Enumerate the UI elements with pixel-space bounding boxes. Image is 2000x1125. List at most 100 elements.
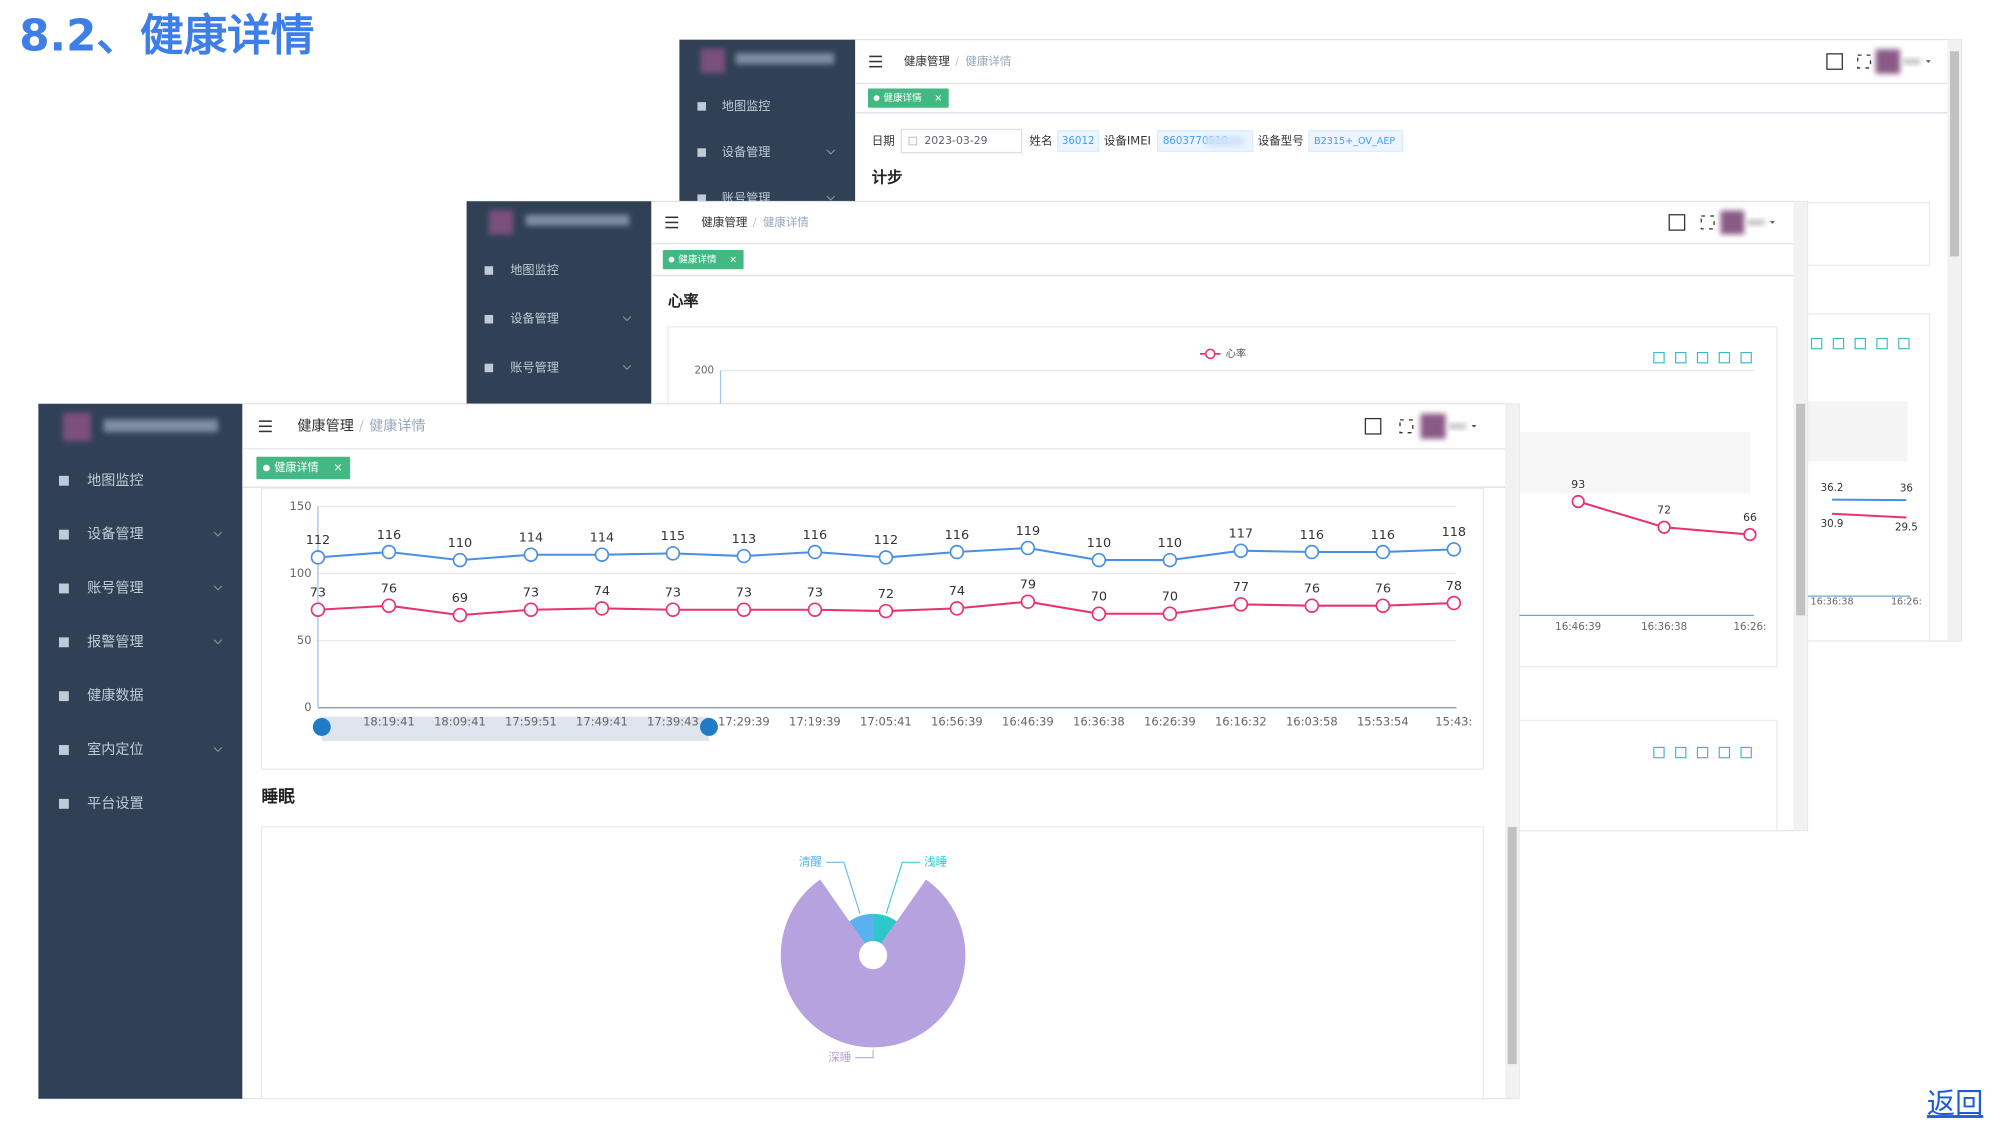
data-label: 76	[1375, 582, 1391, 597]
toolbox-icon	[1876, 337, 1888, 350]
date-input[interactable]	[900, 128, 1023, 154]
menu-item[interactable]: 平台设置	[87, 796, 143, 812]
x-tick-label: 17:19:39	[789, 714, 841, 728]
avatar[interactable]	[1420, 413, 1446, 439]
pie-label: 深睡	[828, 1050, 851, 1064]
menu-item[interactable]: 地图监控	[87, 473, 143, 489]
header-icon[interactable]	[1857, 54, 1872, 69]
avatar[interactable]	[1875, 49, 1901, 74]
x-tick-label: 15:53:54	[1357, 714, 1409, 728]
card	[260, 487, 1484, 770]
point	[949, 544, 965, 560]
menu-item[interactable]: 账号管理	[87, 580, 143, 596]
point	[310, 602, 326, 617]
menu-icon	[484, 314, 494, 324]
x-tick-label: 16:36:38	[1073, 714, 1125, 728]
menu-item[interactable]: 设备管理	[87, 526, 143, 543]
x-tick-label: 17:39:43	[647, 714, 699, 728]
data-label: 73	[736, 586, 752, 601]
data-label: 29.5	[1895, 522, 1918, 534]
menu-arrow	[826, 195, 835, 201]
breadcrumb[interactable]: 健康管理	[701, 215, 748, 229]
menu-item[interactable]: 室内定位	[87, 741, 143, 758]
point	[594, 601, 610, 616]
menu-arrow	[213, 585, 223, 591]
menu-icon	[58, 583, 69, 594]
toolbox-icon	[1740, 746, 1752, 759]
menu-item[interactable]: 健康数据	[87, 687, 143, 704]
data-label: 118	[1442, 525, 1466, 540]
tag[interactable]	[256, 456, 351, 480]
zoom-handle[interactable]	[700, 717, 718, 736]
data-label: 114	[519, 531, 543, 546]
tag-label[interactable]: 健康详情	[274, 460, 319, 474]
header-icon[interactable]	[1826, 53, 1843, 70]
tag[interactable]	[867, 88, 949, 108]
data-label: 116	[377, 528, 401, 543]
data-label: 73	[665, 586, 681, 601]
header-icon[interactable]	[1399, 419, 1414, 434]
header-icon[interactable]	[1700, 215, 1715, 230]
back-link[interactable]: 返回	[1927, 1087, 1983, 1120]
x-tick-label: 17:29:39	[718, 714, 770, 728]
menu-arrow	[213, 747, 223, 753]
menu-item[interactable]: 设备管理	[510, 311, 559, 326]
tag-label[interactable]: 健康详情	[678, 254, 717, 266]
info-tag	[1308, 130, 1404, 152]
data-label: 116	[803, 528, 827, 543]
pie-sector	[873, 913, 897, 944]
menu-item[interactable]: 账号管理	[510, 359, 559, 374]
tag-label[interactable]: 健康详情	[883, 92, 922, 104]
breadcrumb[interactable]: 健康管理	[904, 54, 951, 68]
point	[1743, 527, 1757, 542]
menu-item[interactable]: 设备管理	[722, 144, 771, 159]
brand-name	[103, 419, 218, 433]
data-label: 78	[1446, 579, 1462, 594]
legend-label[interactable]: 心率	[1226, 347, 1247, 360]
tag-close[interactable]: ×	[729, 255, 737, 266]
menu-icon	[58, 529, 69, 540]
label-line	[825, 861, 861, 914]
point	[1375, 544, 1391, 560]
menu-item[interactable]: 地图监控	[722, 99, 771, 113]
point	[1162, 606, 1178, 622]
data-label: 72	[878, 587, 894, 602]
menu-item[interactable]: 报警管理	[87, 634, 143, 650]
breadcrumb[interactable]: 健康管理	[297, 417, 353, 434]
menu-icon	[58, 798, 69, 809]
tag-dot	[873, 95, 880, 101]
scrollbar-thumb[interactable]	[1950, 51, 1959, 257]
point	[1091, 606, 1107, 622]
data-label: 69	[452, 591, 468, 606]
data-label: 73	[807, 586, 823, 601]
y-tick-label: 50	[297, 633, 312, 647]
sidebar	[38, 403, 243, 1099]
menu-item[interactable]: 地图监控	[510, 263, 559, 277]
x-tick-label: 18:09:41	[434, 714, 486, 728]
scrollbar-thumb[interactable]	[1796, 403, 1806, 616]
point	[1233, 597, 1249, 612]
toolbox-icon	[1898, 337, 1910, 350]
menu-icon	[58, 691, 69, 702]
point	[736, 548, 752, 564]
pie-label: 清醒	[799, 855, 823, 869]
data-label: 110	[1087, 536, 1111, 551]
tag[interactable]	[662, 250, 744, 270]
header-icon[interactable]	[1364, 417, 1382, 435]
avatar[interactable]	[1720, 210, 1745, 235]
label-line	[855, 1050, 874, 1059]
filter-label: 日期	[872, 134, 895, 148]
scrollbar-thumb[interactable]	[1507, 826, 1517, 1065]
pie-label: 浅睡	[924, 855, 947, 869]
toolbox-icon	[1696, 746, 1709, 759]
page-title: 8.2、健康详情	[19, 11, 314, 61]
zoom-handle[interactable]	[312, 717, 331, 736]
header-icon[interactable]	[1668, 214, 1686, 231]
tag-close[interactable]: ×	[934, 93, 942, 104]
x-tick-label: 17:59:51	[505, 714, 557, 728]
data-label: 70	[1162, 590, 1178, 605]
pie-sector	[780, 879, 966, 1048]
menu-arrow	[826, 149, 835, 155]
menu-icon	[58, 745, 69, 755]
tag-close[interactable]: ×	[333, 461, 342, 474]
